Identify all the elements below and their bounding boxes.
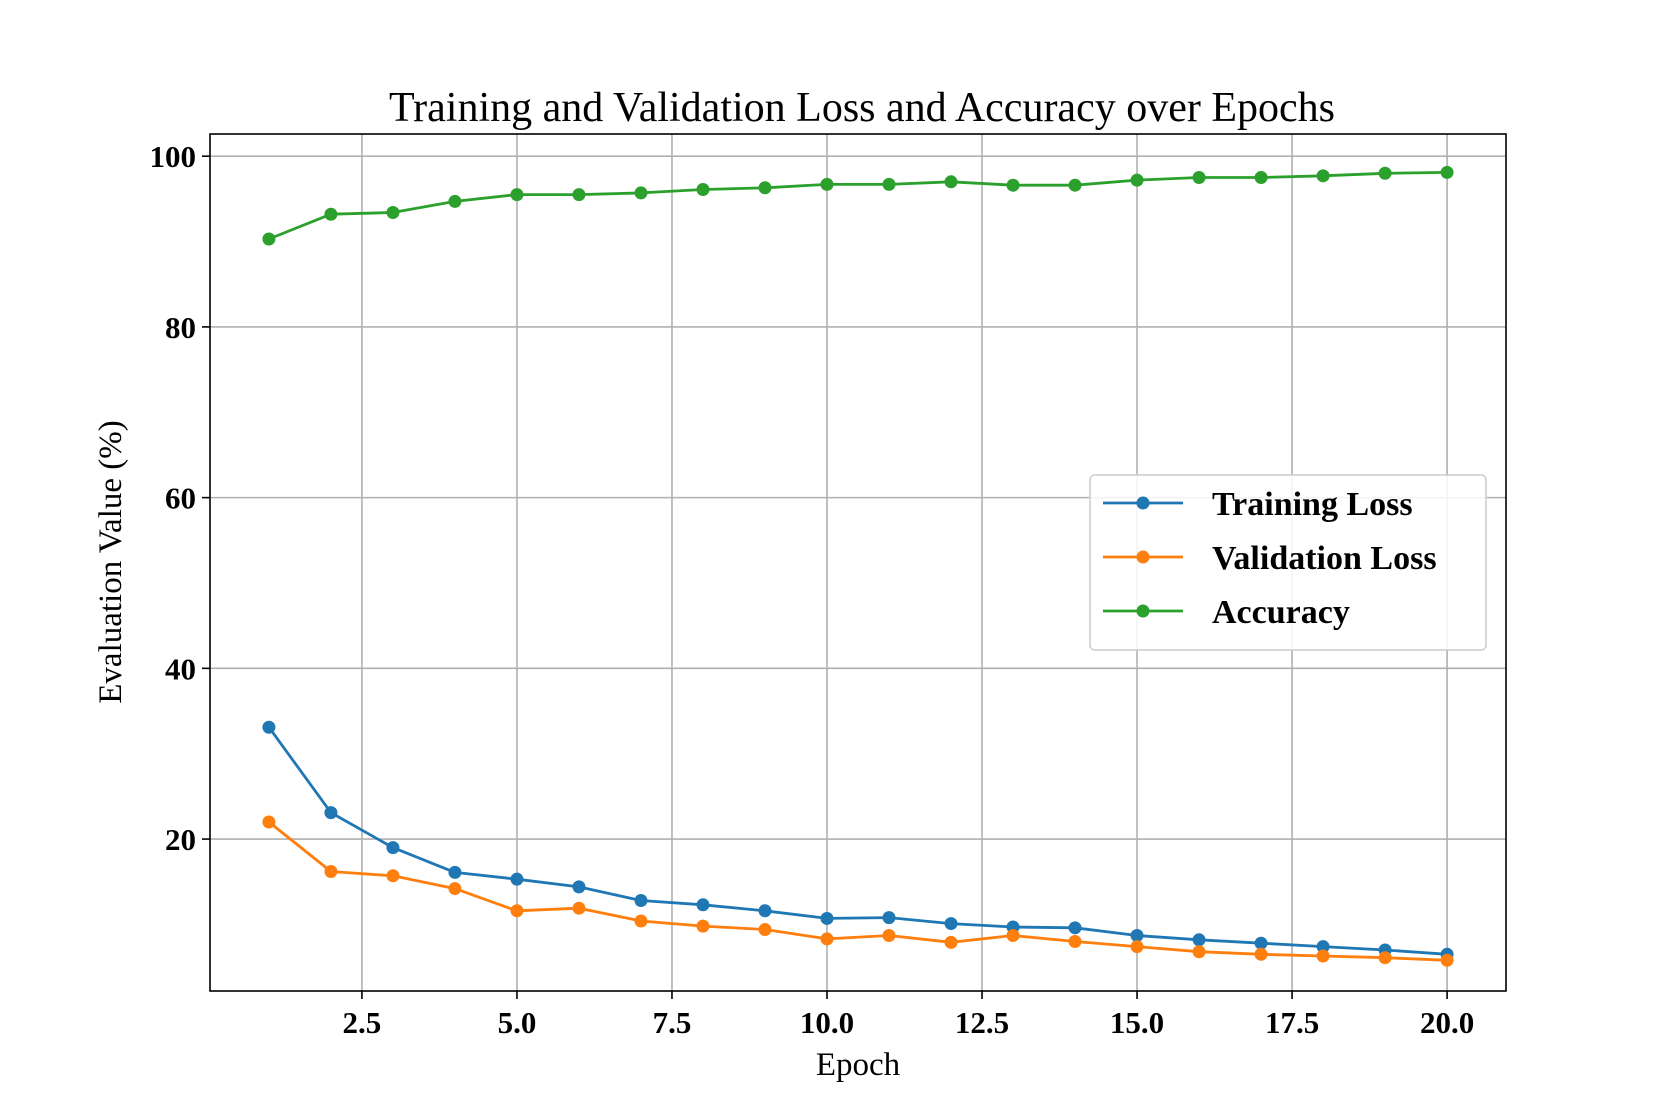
training-loss-series [262,720,1454,961]
accuracy-point [386,206,400,220]
x-axis-ticks: 2.5 5.0 7.5 10.0 12.5 15.0 17.5 20.0 [343,991,1474,1040]
validation-loss-point [882,929,896,943]
x-tick-label: 12.5 [955,1005,1009,1040]
validation-loss-series [262,815,1454,967]
legend-training-loss-label: Training Loss [1212,486,1413,523]
validation-loss-point [448,882,462,896]
validation-loss-point [944,935,958,949]
accuracy-series [262,165,1454,246]
accuracy-point [1130,173,1144,187]
training-loss-point [1068,921,1082,935]
accuracy-point [510,188,524,202]
accuracy-point [324,207,338,221]
accuracy-point [1068,178,1082,192]
training-loss-point [882,911,896,925]
training-loss-point [820,911,834,925]
accuracy-point [1006,178,1020,192]
training-loss-point [262,720,276,734]
legend-accuracy-label: Accuracy [1212,594,1350,631]
legend-training-loss-marker [1136,496,1150,510]
plot-area-frame [209,133,1507,992]
validation-loss-point [572,901,586,915]
training-loss-point [634,894,648,908]
x-tick-label: 15.0 [1110,1005,1164,1040]
validation-loss-point [510,904,524,918]
x-tick-label: 2.5 [343,1005,382,1040]
validation-loss-point [1378,951,1392,965]
validation-loss-point [324,864,338,878]
validation-loss-point [758,923,772,937]
training-loss-point [1254,936,1268,950]
training-loss-point [572,880,586,894]
chart-title: Training and Validation Loss and Accurac… [389,85,1335,131]
x-tick-label: 7.5 [653,1005,692,1040]
training-loss-point [1192,933,1206,947]
legend: Training Loss Validation Loss Accuracy [1089,474,1487,651]
series-layer [262,165,1454,967]
x-tick-label: 17.5 [1265,1005,1319,1040]
accuracy-point [572,188,586,202]
accuracy-point [1192,171,1206,185]
validation-loss-point [1130,940,1144,954]
accuracy-line [268,171,1448,241]
training-loss-point [944,917,958,931]
training-loss-point [386,841,400,855]
y-tick-label: 60 [165,481,196,516]
x-axis-label: Epoch [816,1047,901,1083]
accuracy-point [944,175,958,189]
training-loss-point [1130,929,1144,943]
training-loss-point [696,898,710,912]
validation-loss-point [1254,947,1268,961]
validation-loss-point [696,919,710,933]
accuracy-point [262,232,276,246]
y-tick-label: 40 [165,651,196,686]
accuracy-point [758,181,772,195]
x-tick-label: 20.0 [1420,1005,1474,1040]
legend-accuracy-marker [1136,604,1150,618]
y-tick-label: 100 [150,139,197,174]
y-axis-label: Evaluation Value (%) [93,420,129,703]
validation-loss-point [1006,929,1020,943]
x-tick-label: 10.0 [800,1005,854,1040]
legend-validation-loss-marker [1136,550,1150,564]
training-loss-point [324,806,338,820]
validation-loss-point [262,815,276,829]
validation-loss-point [1440,953,1454,967]
accuracy-point [882,177,896,191]
legend-validation-loss-label: Validation Loss [1212,540,1437,577]
accuracy-point [1254,171,1268,185]
accuracy-point [1316,169,1330,183]
accuracy-point [1440,165,1454,179]
y-tick-label: 20 [165,822,196,857]
validation-loss-point [1316,949,1330,963]
training-loss-point [448,865,462,879]
validation-loss-point [634,914,648,928]
legend-box [1089,474,1487,651]
validation-loss-point [1068,934,1082,948]
training-loss-line [267,726,1448,956]
validation-loss-line [268,820,1448,962]
accuracy-point [634,186,648,200]
accuracy-point [448,194,462,208]
training-loss-point [510,872,524,886]
accuracy-point [696,182,710,196]
validation-loss-point [386,869,400,883]
validation-loss-point [1192,945,1206,959]
training-loss-point [1316,940,1330,954]
x-tick-label: 5.0 [498,1005,537,1040]
y-tick-label: 80 [165,310,196,345]
accuracy-point [1378,166,1392,180]
training-loss-point [758,904,772,918]
y-axis-ticks: 20 40 60 80 100 [150,139,210,857]
accuracy-point [820,177,834,191]
validation-loss-point [820,932,834,946]
